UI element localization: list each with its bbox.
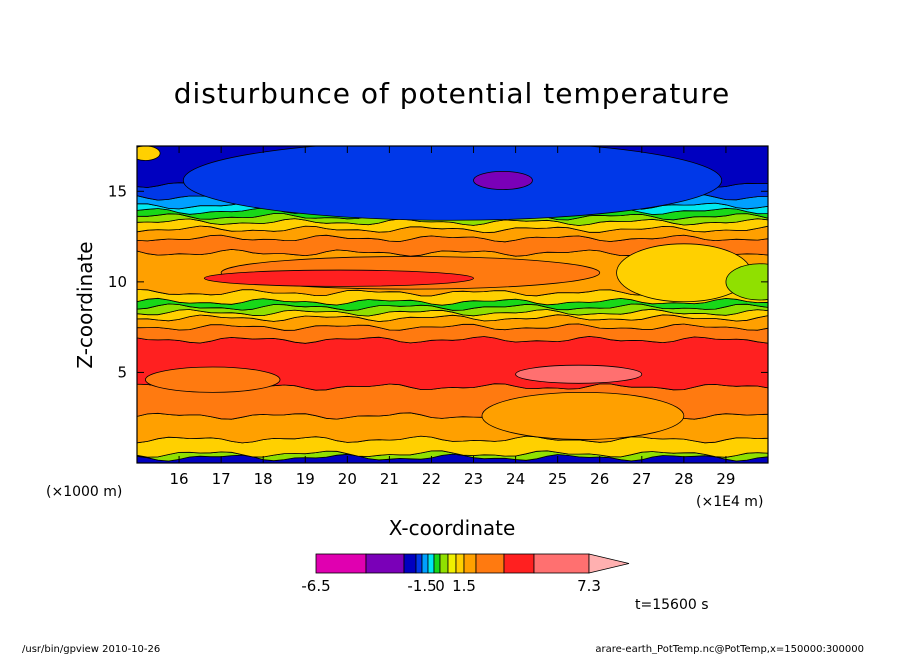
x-tick-label: 29	[716, 470, 735, 488]
colorbar-swatch	[365, 553, 405, 574]
contour-feature	[182, 146, 723, 221]
x-tick-label: 27	[632, 470, 651, 488]
x-axis: 16 17 18 19 20 21 22 23 24 25 26 27 28 29	[170, 146, 735, 488]
colorbar-swatch	[503, 553, 535, 574]
footer-right: arare-earth_PotTemp.nc@PotTemp,x=150000:…	[595, 644, 864, 654]
colorbar-swatch	[475, 553, 505, 574]
contour-features	[137, 146, 768, 440]
contour-feature	[515, 364, 643, 384]
contour-feature	[145, 366, 281, 393]
x-tick-label: 19	[296, 470, 315, 488]
colorbar-extend-arrow	[588, 553, 630, 574]
time-label: t=15600 s	[635, 597, 709, 613]
colorbar-swatch	[427, 553, 435, 574]
x-tick-label: 25	[548, 470, 567, 488]
colorbar-swatch	[447, 553, 457, 574]
plot-area	[137, 146, 768, 463]
contour-feature	[203, 269, 474, 287]
contour-feature	[473, 170, 533, 190]
colorbar-swatch	[415, 553, 423, 574]
colorbar-tick-label: -1.5	[407, 577, 436, 595]
x-tick-label: 24	[506, 470, 525, 488]
y-axis: 5 10 15	[108, 182, 768, 381]
colorbar-swatch	[463, 553, 477, 574]
x-tick-label: 28	[674, 470, 693, 488]
y-tick-label: 5	[117, 363, 127, 381]
colorbar-swatch	[315, 553, 367, 574]
y-scale-note: (×1000 m)	[46, 484, 122, 500]
colorbar-swatch	[433, 553, 441, 574]
colorbar: -6.5 -1.50 1.5 7.3	[301, 553, 630, 595]
colorbar-tick-label: 1.5	[452, 577, 476, 595]
x-tick-label: 17	[212, 470, 231, 488]
colorbar-swatch	[421, 553, 429, 574]
x-tick-label: 23	[464, 470, 483, 488]
x-tick-label: 22	[422, 470, 441, 488]
x-tick-label: 26	[590, 470, 609, 488]
x-tick-label: 18	[254, 470, 273, 488]
x-axis-label: X-coordinate	[389, 516, 516, 540]
footer-left: /usr/bin/gpview 2010-10-26	[22, 644, 160, 654]
y-tick-label: 10	[108, 273, 127, 291]
colorbar-swatch	[533, 553, 590, 574]
x-tick-label: 21	[380, 470, 399, 488]
x-tick-label: 20	[338, 470, 357, 488]
colorbar-swatch	[455, 553, 465, 574]
contour-feature	[481, 391, 685, 440]
colorbar-tick-label: -6.5	[301, 577, 330, 595]
contour-feature	[725, 263, 768, 301]
colorbar-tick-label: 7.3	[577, 577, 601, 595]
x-scale-note: (×1E4 m)	[696, 494, 763, 510]
y-tick-label: 15	[108, 182, 127, 200]
x-tick-label: 16	[170, 470, 189, 488]
contour-feature	[137, 146, 161, 161]
y-axis-label: Z-coordinate	[73, 241, 97, 368]
colorbar-swatch	[439, 553, 449, 574]
colorbar-tick-label: 0	[435, 577, 445, 595]
colorbar-swatch	[403, 553, 417, 574]
chart-title: disturbunce of potential temperature	[174, 77, 731, 110]
plot-frame	[136, 145, 769, 464]
